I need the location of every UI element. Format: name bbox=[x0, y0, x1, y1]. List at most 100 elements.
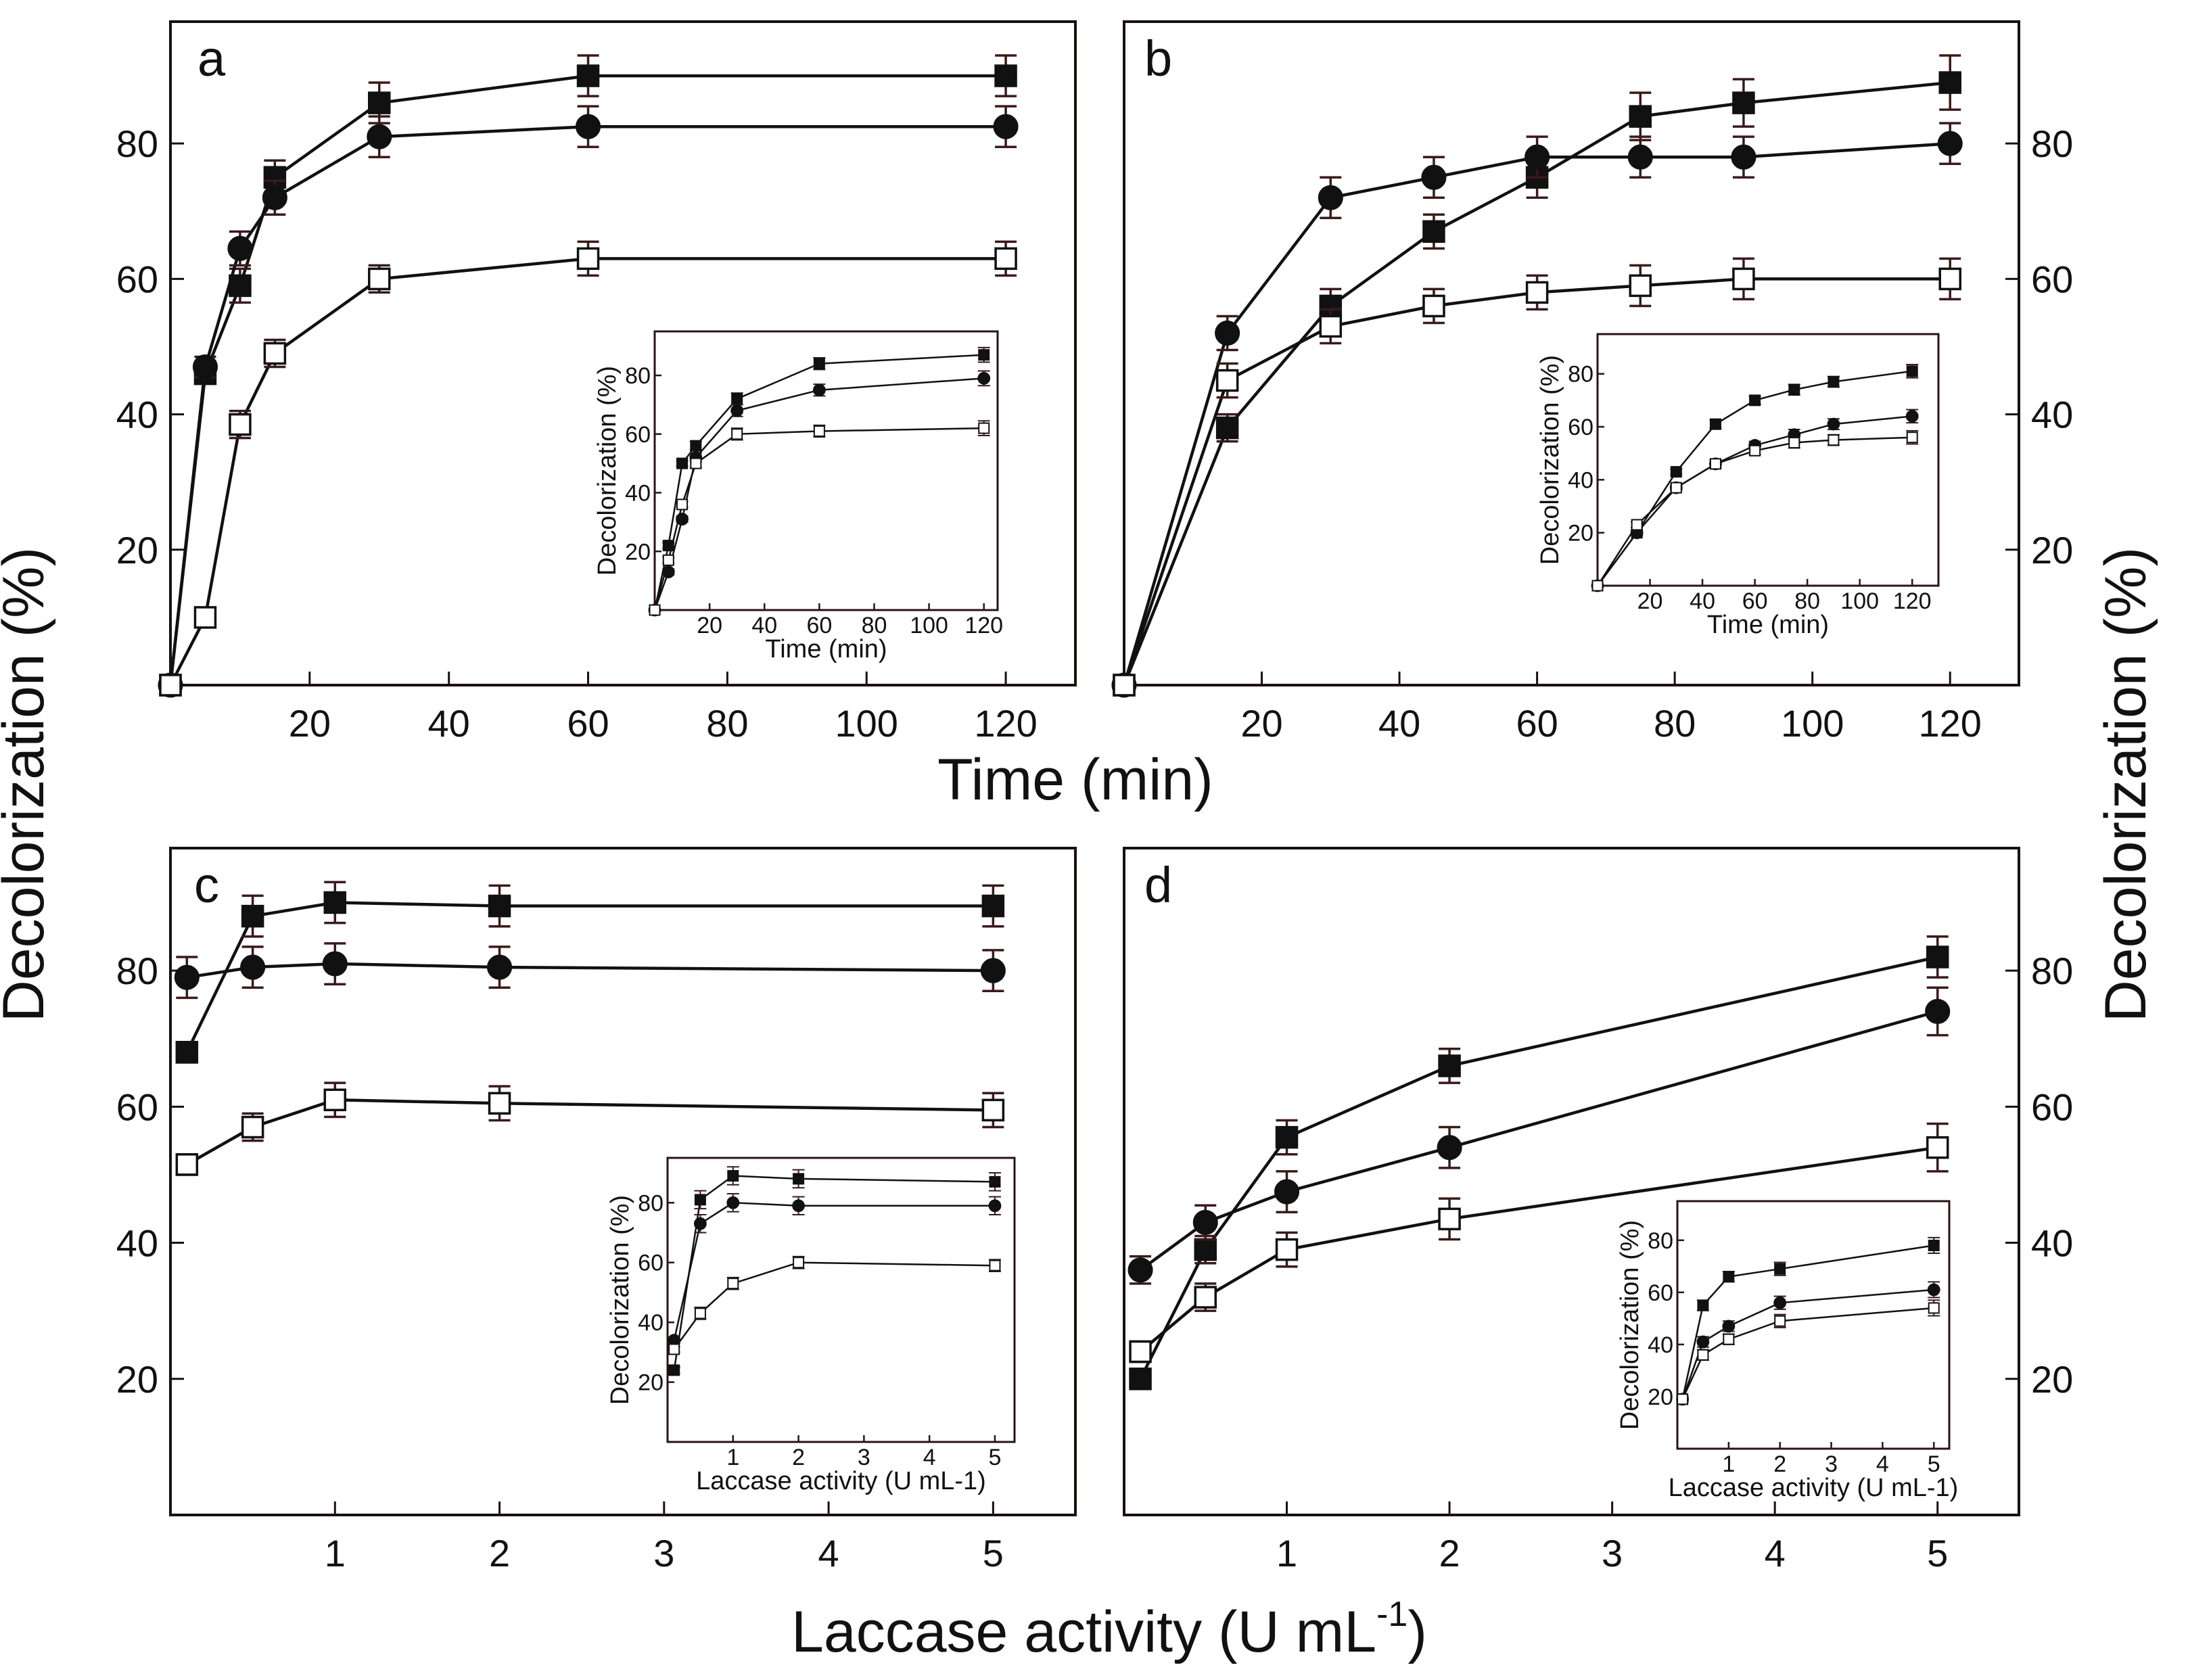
panel-c-line-filled-circle bbox=[186, 962, 994, 979]
panel-a-point-filled-circle bbox=[367, 124, 392, 149]
panel-b-y-tick-label: 60 bbox=[2031, 258, 2073, 300]
inset-a-point-open-square bbox=[649, 604, 661, 616]
inset-c-x-tick-label: 2 bbox=[792, 1445, 805, 1470]
panel-c-x-tick-label: 4 bbox=[818, 1532, 839, 1574]
panel-c-point-filled-square bbox=[488, 894, 511, 918]
inset-c-x-tick-label: 5 bbox=[989, 1445, 1002, 1470]
inset-a-y-tick-label: 80 bbox=[625, 363, 651, 389]
panel-b-point-filled-circle bbox=[1627, 144, 1653, 170]
panel-b-line-open-square bbox=[1122, 277, 1951, 686]
panel-c: 1 2 3 4 5 20 40 60 80 c 1 2 3 4 5 20 40 60 80 Laccase activ… bbox=[116, 847, 1077, 1574]
inset-d-point-open-square bbox=[1723, 1333, 1735, 1345]
inset-c-point-filled-square bbox=[668, 1364, 680, 1376]
inset-c-point-filled-circle bbox=[792, 1199, 805, 1213]
inset-d-point-filled-circle bbox=[1696, 1335, 1710, 1349]
panel-b-x-tick-label: 100 bbox=[1781, 702, 1844, 745]
inset-d-point-open-square bbox=[1697, 1349, 1709, 1361]
inset-d: 1 2 3 4 5 20 40 60 80 Laccase activity (U mL-1) De… bbox=[1616, 1200, 1958, 1502]
panel-a-y-tick-label: 40 bbox=[116, 394, 158, 436]
panel-b-point-filled-square bbox=[1629, 105, 1652, 128]
panel-a-point-filled-circle bbox=[262, 185, 287, 210]
inset-c-point-open-square bbox=[694, 1307, 706, 1320]
panel-c-point-filled-circle bbox=[486, 954, 513, 980]
inset-b-x-tick-label: 60 bbox=[1742, 588, 1768, 614]
inset-b-y-tick-label: 40 bbox=[1568, 467, 1593, 493]
inset-c-y-tick-label: 80 bbox=[638, 1190, 664, 1216]
panel-c-y-tick-label: 60 bbox=[116, 1086, 158, 1128]
inset-a-y-tick-label: 40 bbox=[625, 481, 651, 507]
panel-d-x-tick-label: 5 bbox=[1927, 1532, 1948, 1574]
inset-d-point-filled-square bbox=[1697, 1299, 1709, 1311]
inset-a-y-tick-label: 20 bbox=[625, 539, 651, 565]
panel-b-point-open-square bbox=[1525, 281, 1549, 304]
panel-b-point-open-square bbox=[1113, 674, 1136, 697]
panel-d-point-open-square bbox=[1275, 1238, 1299, 1261]
inset-c-point-filled-square bbox=[727, 1170, 739, 1182]
panel-c-line-open-square bbox=[186, 1098, 994, 1166]
panel-b-x-tick-label: 120 bbox=[1919, 702, 1982, 745]
inset-a-point-open-square bbox=[676, 498, 689, 511]
panel-b-point-filled-square bbox=[1732, 91, 1755, 114]
inset-b-point-open-square bbox=[1670, 482, 1682, 494]
panel-c-point-filled-circle bbox=[980, 958, 1006, 983]
laccase-x-axis-title-sup: -1 bbox=[1376, 1595, 1407, 1634]
panel-c-x-tick-label: 2 bbox=[489, 1532, 510, 1574]
inset-d-y-tick-label: 20 bbox=[1648, 1384, 1673, 1410]
panel-c-point-filled-square bbox=[981, 894, 1005, 918]
panel-b-frame bbox=[1123, 20, 2020, 686]
inset-a-x-axis-title: Time (min) bbox=[765, 635, 887, 663]
inset-d-x-tick-label: 3 bbox=[1825, 1451, 1838, 1477]
inset-a-point-open-square bbox=[731, 428, 743, 440]
panel-b-point-filled-circle bbox=[1318, 185, 1343, 210]
inset-c-point-filled-square bbox=[694, 1194, 706, 1206]
inset-b-y-axis-title: Decolorization (%) bbox=[1536, 355, 1564, 565]
inset-c-y-tick-label: 40 bbox=[638, 1310, 664, 1336]
panel-b-point-open-square bbox=[1319, 314, 1343, 338]
laccase-x-axis-title-close: ) bbox=[1407, 1600, 1427, 1664]
panel-c-point-open-square bbox=[981, 1098, 1005, 1122]
panel-b-point-open-square bbox=[1732, 267, 1755, 291]
panel-b-point-open-square bbox=[1215, 369, 1239, 392]
panel-a-point-filled-square bbox=[229, 274, 252, 298]
inset-c-point-open-square bbox=[668, 1343, 680, 1355]
panel-b-point-filled-circle bbox=[1524, 144, 1550, 170]
panel-d-label: d bbox=[1144, 857, 1172, 913]
panel-d-x-tick-label: 1 bbox=[1276, 1532, 1297, 1574]
panel-a-y-tick-label: 80 bbox=[116, 122, 158, 165]
inset-d-x-tick-label: 4 bbox=[1876, 1451, 1889, 1477]
inset-d-series-open-square bbox=[1676, 1299, 1940, 1405]
inset-a-point-filled-square bbox=[813, 358, 825, 370]
panel-b-series-open-square bbox=[1113, 257, 1961, 697]
inset-d-point-filled-square bbox=[1774, 1263, 1786, 1275]
panel-b-point-filled-circle bbox=[1937, 131, 1963, 156]
inset-b-point-filled-square bbox=[1670, 466, 1682, 478]
inset-a-point-filled-circle bbox=[977, 371, 991, 385]
inset-a-point-filled-square bbox=[978, 349, 990, 361]
inset-b-frame bbox=[1596, 333, 1940, 587]
inset-c-x-tick-label: 4 bbox=[923, 1445, 936, 1470]
inset-c-series-open-square bbox=[668, 1255, 1001, 1355]
inset-d-point-open-square bbox=[1774, 1315, 1786, 1327]
panel-d-point-open-square bbox=[1926, 1136, 1949, 1159]
panel-c-point-filled-square bbox=[241, 904, 264, 928]
inset-d-point-filled-circle bbox=[1773, 1296, 1787, 1309]
inset-a-point-open-square bbox=[662, 554, 674, 566]
panel-b-point-filled-circle bbox=[1731, 144, 1756, 170]
panel-a-x-tick-label: 40 bbox=[428, 702, 470, 745]
inset-a-x-tick-label: 20 bbox=[697, 613, 722, 638]
panel-a-point-open-square bbox=[193, 606, 217, 629]
panel-b-point-filled-square bbox=[1938, 71, 1961, 94]
inset-a-point-filled-square bbox=[731, 393, 743, 405]
panel-d-point-filled-square bbox=[1194, 1238, 1217, 1261]
panel-c-x-tick-label: 3 bbox=[653, 1532, 674, 1574]
inset-c-frame bbox=[666, 1157, 1016, 1443]
panel-a-x-tick-label: 100 bbox=[835, 702, 898, 745]
inset-b-x-tick-label: 80 bbox=[1794, 588, 1820, 614]
panel-b-point-filled-circle bbox=[1421, 164, 1447, 190]
inset-a-point-open-square bbox=[813, 425, 825, 437]
inset-d-y-tick-label: 80 bbox=[1648, 1228, 1673, 1254]
panel-c-point-open-square bbox=[175, 1153, 199, 1176]
inset-b-point-open-square bbox=[1749, 444, 1761, 457]
panel-c-point-filled-square bbox=[323, 891, 347, 914]
panel-b-point-filled-square bbox=[1215, 416, 1239, 440]
